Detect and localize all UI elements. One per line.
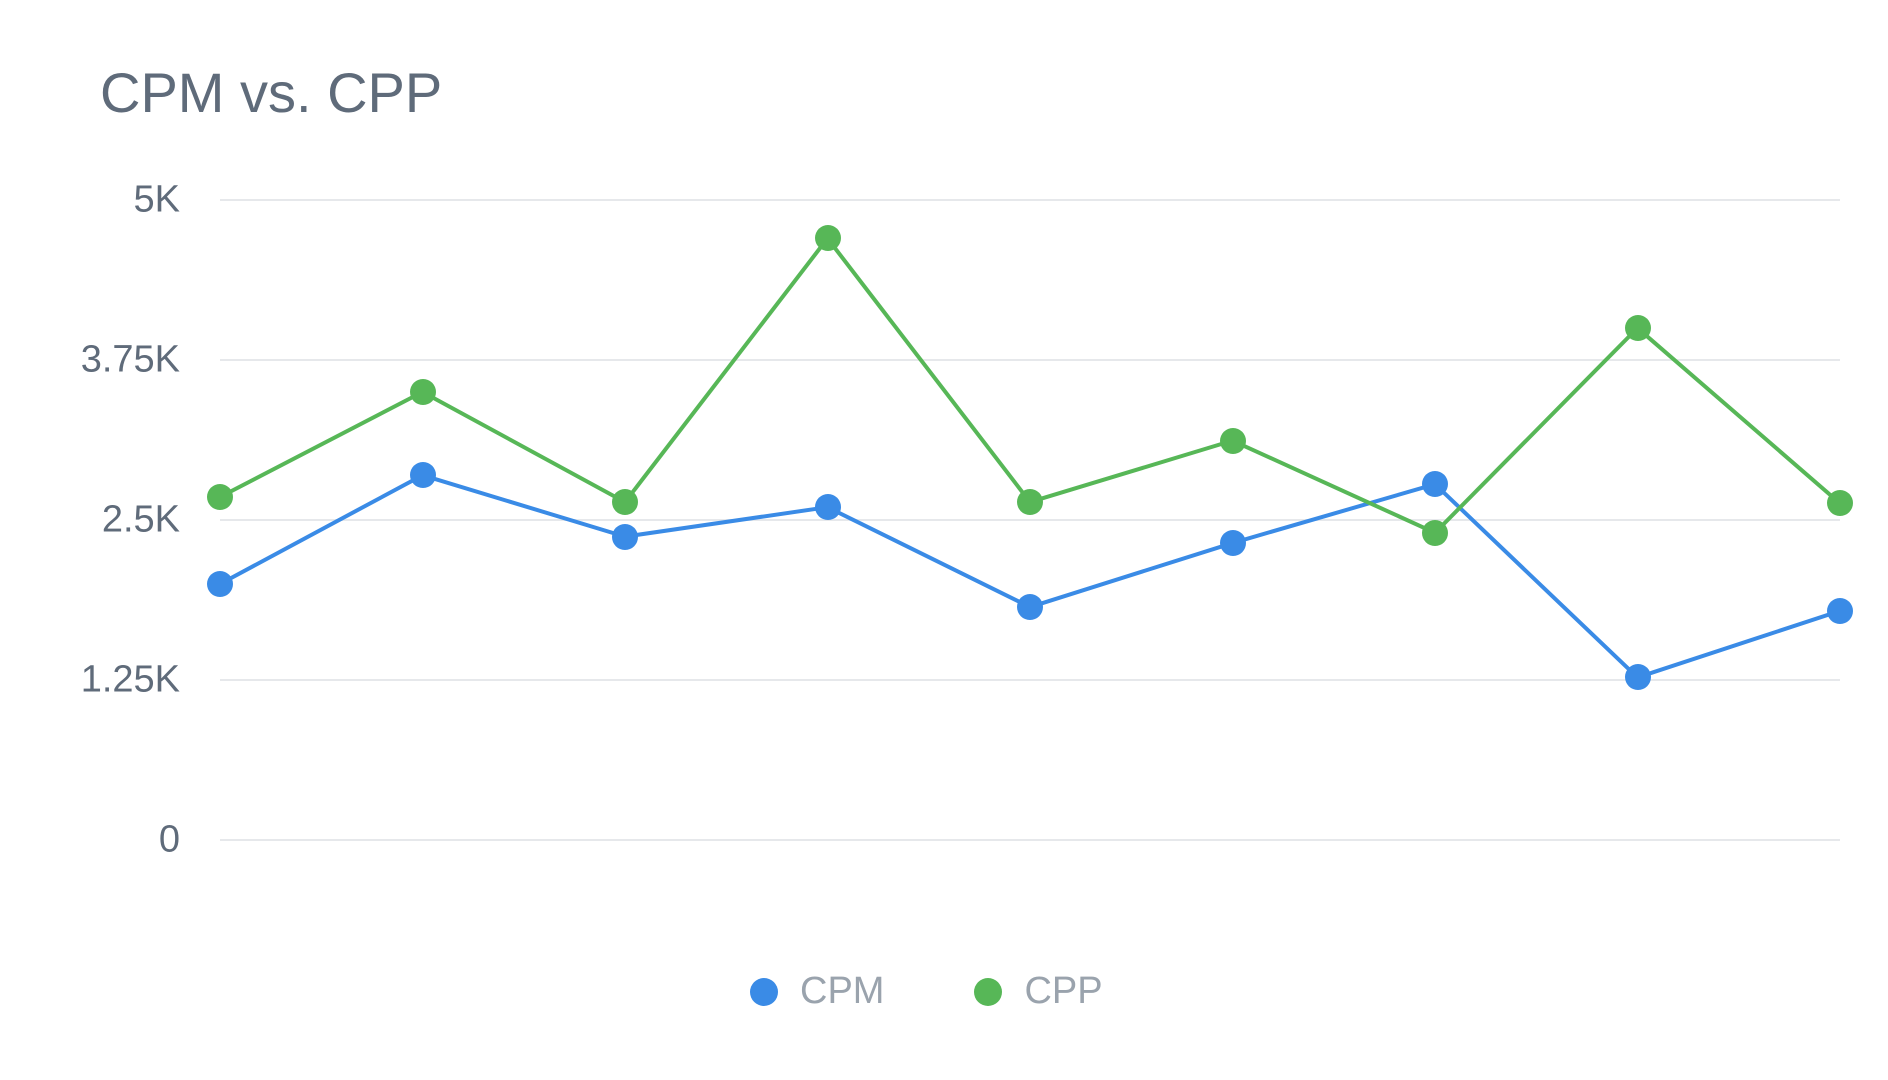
y-tick-label: 0 [159, 819, 180, 862]
series-point-cpm [612, 524, 638, 550]
chart-container: CPM vs. CPP 01.25K2.5K3.75K5K CPMCPP [0, 0, 1888, 1080]
legend: CPM CPP [750, 970, 1103, 1013]
legend-label: CPM [800, 970, 884, 1013]
y-tick-label: 3.75K [81, 339, 180, 382]
y-tick-label: 5K [134, 179, 180, 222]
series-point-cpp [410, 379, 436, 405]
chart-title: CPM vs. CPP [100, 60, 442, 125]
y-tick-label: 2.5K [102, 499, 180, 542]
series-lines-svg [220, 200, 1840, 840]
series-point-cpm [410, 462, 436, 488]
legend-dot-icon [974, 978, 1002, 1006]
series-point-cpp [1625, 315, 1651, 341]
y-tick-label: 1.25K [81, 659, 180, 702]
plot-area: 01.25K2.5K3.75K5K [220, 200, 1840, 840]
series-point-cpm [815, 494, 841, 520]
series-point-cpm [207, 571, 233, 597]
series-point-cpp [1422, 520, 1448, 546]
series-point-cpp [612, 489, 638, 515]
series-point-cpm [1827, 598, 1853, 624]
legend-label: CPP [1024, 970, 1102, 1013]
series-point-cpp [1017, 489, 1043, 515]
legend-item-cpp[interactable]: CPP [974, 970, 1102, 1013]
legend-dot-icon [750, 978, 778, 1006]
series-point-cpm [1422, 471, 1448, 497]
series-point-cpp [1827, 490, 1853, 516]
series-point-cpp [815, 225, 841, 251]
series-point-cpm [1625, 664, 1651, 690]
legend-item-cpm[interactable]: CPM [750, 970, 884, 1013]
series-point-cpm [1220, 530, 1246, 556]
series-point-cpp [1220, 428, 1246, 454]
series-point-cpp [207, 484, 233, 510]
series-point-cpm [1017, 594, 1043, 620]
